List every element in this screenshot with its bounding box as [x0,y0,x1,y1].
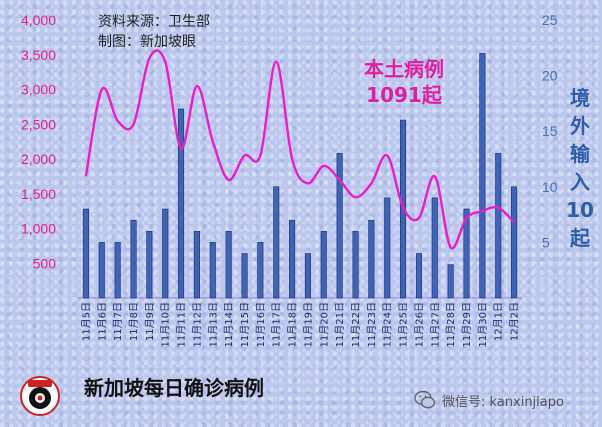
line-series-local [84,49,515,250]
wechat-watermark: 微信号: kanxinjiapo [414,390,564,410]
x-axis-tick-label: 11月30日 [477,302,489,347]
chart-title: 新加坡每日确诊病例 [84,376,264,400]
right-axis-tick-label: 5 [542,234,550,250]
bar-imported-cases [352,231,359,299]
bar-imported-cases [336,153,343,299]
right-axis-tick-label: 25 [542,12,558,28]
x-axis-tick-label: 11月12日 [191,302,203,347]
x-axis-tick-label: 12月2日 [509,302,521,341]
right-axis-tick-label: 15 [542,123,558,139]
bar-imported-cases [241,253,248,299]
x-axis-tick-label: 11月15日 [239,302,251,347]
local-cases-title: 本土病例 [364,57,444,81]
bar-imported-cases [479,53,486,299]
bar-imported-cases [225,231,232,299]
imported-char: 外 [570,114,590,138]
x-axis-tick-label: 11月25日 [398,302,410,347]
x-axis-tick-label: 11月16日 [255,302,267,347]
x-axis-tick-label: 11月8日 [128,302,140,341]
left-axis-tick-label: 3,500 [21,47,56,63]
bar-imported-cases [495,153,502,299]
bar-imported-cases [431,197,438,299]
bar-series-imported [82,53,518,299]
left-axis-tick-label: 1,500 [21,186,56,202]
bar-imported-cases [178,108,185,299]
bar-imported-cases [98,242,105,299]
right-axis-tick-label: 20 [542,68,558,84]
left-axis-tick-label: 500 [33,255,57,271]
wechat-id: 微信号: kanxinjiapo [442,394,564,410]
bar-imported-cases [384,197,391,299]
x-axis-ticks: 11月5日 11月6日 11月7日 11月8日 11月9日 11月10日 11月11日 11月… [80,302,520,347]
x-axis-tick-label: 11月28日 [445,302,457,347]
bar-imported-cases [447,264,454,299]
bar-imported-cases [273,186,280,299]
local-cases-label: 本土病例 1091起 [346,56,462,108]
x-axis-tick-label: 11月24日 [382,302,394,347]
x-axis-tick-label: 11月23日 [366,302,378,347]
x-axis-tick-label: 11月20日 [318,302,330,347]
bar-imported-cases [193,231,200,299]
bar-imported-cases [463,208,470,299]
bar-imported-cases [162,208,169,299]
bar-imported-cases [257,242,264,299]
x-axis-tick-label: 11月29日 [461,302,473,347]
imported-char: 输 [570,142,590,166]
bar-imported-cases [146,231,153,299]
left-axis-tick-label: 3,000 [21,82,56,98]
bar-imported-cases [288,219,296,299]
x-axis-tick-label: 11月5日 [80,302,92,341]
x-axis-tick-label: 11月9日 [144,302,156,341]
bar-imported-cases [304,253,312,299]
source-line: 资料来源：卫生部 [98,14,210,30]
x-axis-tick-label: 11月27日 [429,302,441,347]
bar-imported-cases [320,231,327,299]
left-axis-tick-label: 2,000 [21,151,56,167]
imported-cases-label: 境 外 输 入 10 起 [562,84,598,252]
x-axis-tick-label: 11月19日 [302,302,314,347]
x-axis-tick-label: 11月17日 [271,302,283,347]
bar-imported-cases [114,242,121,299]
bar-imported-cases [415,253,423,299]
x-axis-tick-label: 12月1日 [493,302,505,341]
x-axis-tick-label: 11月7日 [112,302,124,341]
x-axis-tick-label: 11月22日 [350,302,362,347]
left-axis-tick-label: 1,000 [21,221,56,237]
imported-char: 入 [570,170,590,194]
x-axis-tick-label: 11月14日 [223,302,235,347]
x-axis-tick-label: 11月18日 [287,302,299,347]
x-axis-tick-label: 11月21日 [334,302,346,347]
x-axis-tick-label: 11月13日 [207,302,219,347]
right-axis-tick-label: 10 [542,179,558,195]
credit-line: 制图：新加坡眼 [98,34,196,50]
left-axis-tick-label: 2,500 [21,116,56,132]
imported-count: 10 [566,198,594,222]
bar-imported-cases [130,219,137,299]
bar-imported-cases [209,242,216,299]
local-cases-count: 1091起 [366,83,442,107]
wechat-icon [414,390,436,409]
bar-imported-cases [82,208,89,299]
imported-char: 境 [570,86,590,110]
left-axis-tick-label: 4,000 [21,12,56,28]
brand-logo-icon [20,376,60,416]
x-axis-tick-label: 11月26日 [413,302,425,347]
imported-char: 起 [570,226,590,250]
x-axis-tick-label: 11月11日 [176,302,188,347]
left-axis-ticks: 500 1,000 1,500 2,000 2,500 3,000 3,500 4,000 [21,12,56,271]
x-axis-tick-label: 11月6日 [96,302,108,341]
x-axis-tick-label: 11月10日 [160,302,172,347]
bar-imported-cases [510,186,518,299]
bar-imported-cases [368,219,375,299]
source-caption: 资料来源：卫生部 制图：新加坡眼 [98,12,210,52]
right-axis-ticks: 5 10 15 20 25 [542,12,558,250]
